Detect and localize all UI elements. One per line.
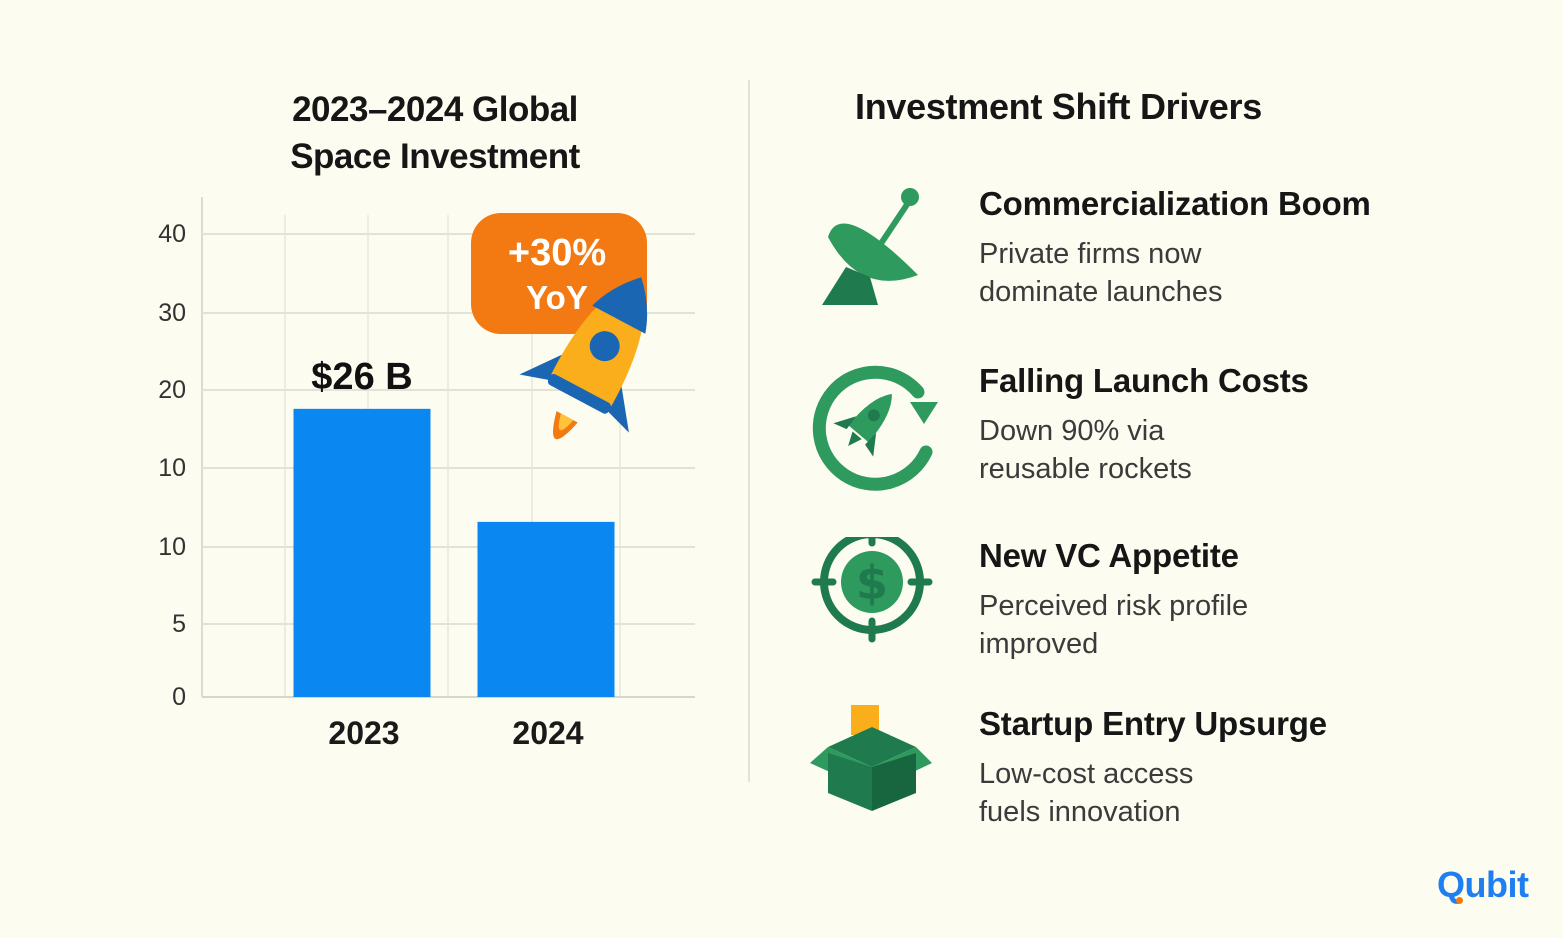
bar-2023 bbox=[293, 408, 431, 697]
data-label: $26 B bbox=[311, 356, 412, 398]
yoy-callout-value: +30% bbox=[508, 232, 606, 274]
driver-description: Down 90% via reusable rockets bbox=[979, 412, 1379, 488]
driver-description: Low-cost access fuels innovation bbox=[979, 755, 1379, 831]
y-tick-label: 30 bbox=[158, 299, 186, 327]
driver-description-line: improved bbox=[979, 628, 1099, 660]
dollar-target-icon: $ bbox=[811, 537, 933, 643]
y-tick-label: 40 bbox=[158, 220, 186, 248]
driver-description-line: Perceived risk profile bbox=[979, 590, 1249, 622]
driver-description-line: reusable rockets bbox=[979, 453, 1192, 485]
y-tick-label: 20 bbox=[158, 376, 186, 404]
svg-text:$: $ bbox=[856, 556, 888, 610]
driver-vc-appetite: $ New VC Appetite Perceived risk profile… bbox=[800, 537, 1500, 687]
driver-title: New VC Appetite bbox=[979, 537, 1239, 574]
chart-title-line-2: Space Investment bbox=[290, 137, 580, 176]
bars bbox=[293, 408, 615, 697]
brand-logo-dot bbox=[1456, 897, 1463, 904]
y-tick-label: 5 bbox=[172, 610, 186, 638]
driver-description-line: fuels innovation bbox=[979, 796, 1181, 828]
yoy-callout-unit: YoY bbox=[526, 279, 588, 316]
driver-description-line: Down 90% via bbox=[979, 415, 1165, 447]
x-tick-label: 2023 bbox=[328, 715, 399, 751]
y-tick-label: 10 bbox=[158, 454, 186, 482]
driver-description-line: dominate launches bbox=[979, 276, 1223, 308]
driver-description-line: Low-cost access bbox=[979, 758, 1194, 790]
y-tick-label: 10 bbox=[158, 533, 186, 561]
driver-title: Commercialization Boom bbox=[979, 185, 1371, 222]
brand-logo: Qubit bbox=[1437, 864, 1529, 905]
open-box-arrow-icon bbox=[810, 705, 932, 811]
column-divider bbox=[748, 80, 750, 782]
bar-2024 bbox=[477, 521, 615, 697]
chart-title-line-1: 2023–2024 Global bbox=[292, 90, 578, 129]
driver-title: Falling Launch Costs bbox=[979, 362, 1309, 399]
chart-title: 2023–2024 Global Space Investment bbox=[230, 86, 640, 180]
driver-description-line: Private firms now bbox=[979, 238, 1202, 270]
driver-startup-entry: Startup Entry Upsurge Low-cost access fu… bbox=[800, 705, 1500, 855]
x-tick-label: 2024 bbox=[512, 715, 583, 751]
driver-launch-costs: Falling Launch Costs Down 90% via reusab… bbox=[800, 362, 1500, 512]
driver-description: Private firms now dominate launches bbox=[979, 235, 1379, 311]
reusable-rocket-icon bbox=[812, 365, 938, 491]
driver-commercialization: Commercialization Boom Private firms now… bbox=[800, 185, 1500, 335]
driver-title: Startup Entry Upsurge bbox=[979, 705, 1327, 742]
x-axis-labels: 2023 2024 bbox=[328, 715, 583, 751]
rocket-icon bbox=[519, 277, 648, 440]
y-tick-label: 0 bbox=[172, 683, 186, 711]
satellite-dish-icon bbox=[822, 188, 919, 305]
drivers-title: Investment Shift Drivers bbox=[855, 86, 1262, 127]
bar-chart: 0 5 10 10 20 30 40 2023 2024 $26 B +30% YoY bbox=[158, 197, 695, 751]
data-labels: $26 B bbox=[311, 356, 412, 398]
y-axis-ticks: 0 5 10 10 20 30 40 bbox=[158, 220, 186, 711]
driver-description: Perceived risk profile improved bbox=[979, 587, 1379, 663]
